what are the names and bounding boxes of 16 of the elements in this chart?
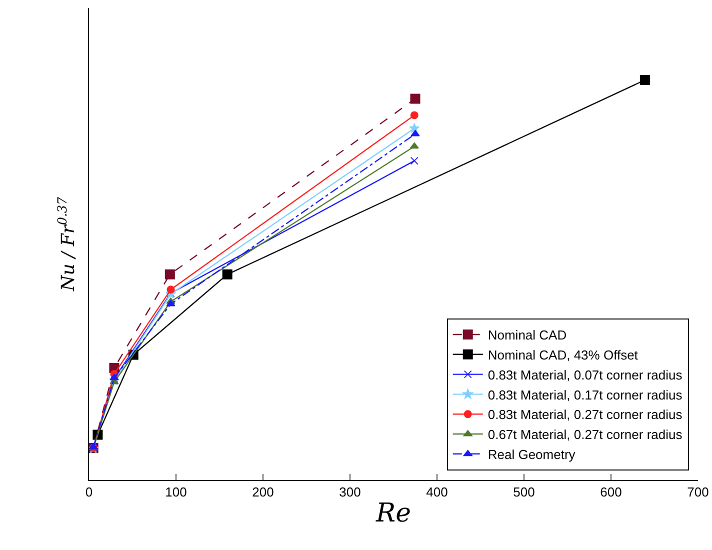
x-tick-label: 500 bbox=[513, 484, 535, 500]
legend-label: 0.83t Material, 0.07t corner radius bbox=[488, 367, 683, 382]
x-tick-label: 600 bbox=[600, 484, 622, 500]
x-tick-label: 400 bbox=[426, 484, 448, 500]
x-tick-label: 300 bbox=[339, 484, 361, 500]
x-axis-title: Re bbox=[375, 498, 411, 528]
x-tick-label: 200 bbox=[252, 484, 274, 500]
legend-label: 0.83t Material, 0.27t corner radius bbox=[488, 407, 683, 422]
legend-label: 0.83t Material, 0.17t corner radius bbox=[488, 387, 683, 402]
legend-label: Nominal CAD bbox=[488, 328, 567, 343]
x-tick-label: 0 bbox=[85, 484, 93, 500]
legend-label: Nominal CAD, 43% Offset bbox=[488, 347, 638, 362]
legend-label: Real Geometry bbox=[488, 446, 576, 462]
x-tick-label: 700 bbox=[687, 484, 709, 500]
x-tick-label: 100 bbox=[165, 484, 187, 500]
legend-label: 0.67t Material, 0.27t corner radius bbox=[488, 427, 683, 442]
